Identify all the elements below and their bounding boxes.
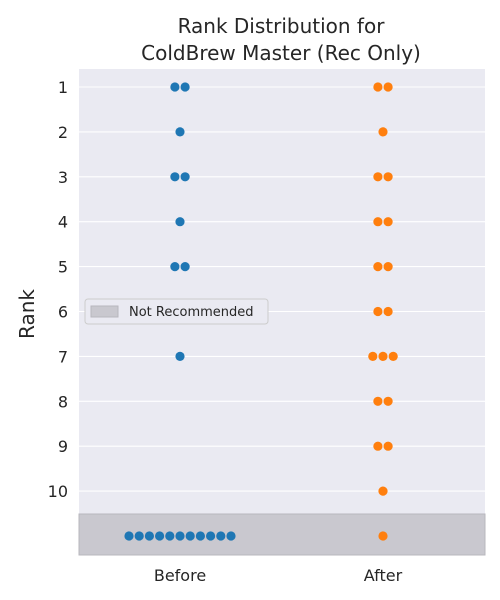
data-point-after bbox=[383, 172, 393, 182]
data-point-after bbox=[383, 306, 393, 317]
data-point-after bbox=[378, 531, 388, 541]
x-tick-label: After bbox=[364, 566, 403, 585]
data-point-after bbox=[383, 396, 393, 406]
data-point-before bbox=[206, 531, 216, 541]
data-point-before bbox=[175, 127, 185, 137]
data-point-after bbox=[373, 82, 383, 92]
data-point-before bbox=[155, 531, 165, 541]
data-point-before bbox=[170, 262, 180, 272]
data-point-after bbox=[373, 306, 383, 317]
data-point-after bbox=[388, 351, 398, 361]
data-point-after bbox=[373, 217, 383, 227]
data-point-after bbox=[368, 351, 378, 361]
data-points bbox=[124, 82, 398, 541]
data-point-before bbox=[226, 531, 236, 541]
legend: Not Recommended bbox=[84, 298, 269, 325]
y-tick-label: 2 bbox=[58, 123, 68, 142]
data-point-before bbox=[134, 531, 144, 541]
data-point-before bbox=[165, 531, 175, 541]
data-point-after bbox=[383, 217, 393, 227]
data-point-after bbox=[378, 486, 388, 496]
data-point-after bbox=[373, 262, 383, 272]
data-point-before bbox=[180, 262, 190, 272]
data-point-before bbox=[180, 172, 190, 182]
data-point-after bbox=[383, 441, 393, 451]
y-tick-label: 3 bbox=[58, 168, 68, 187]
data-point-before bbox=[175, 531, 185, 541]
data-point-after bbox=[373, 396, 383, 406]
data-point-before bbox=[216, 531, 226, 541]
chart-title-line-2: ColdBrew Master (Rec Only) bbox=[141, 41, 421, 65]
data-point-before bbox=[175, 351, 185, 361]
legend-label-not-recommended: Not Recommended bbox=[129, 305, 254, 320]
y-tick-label: 9 bbox=[58, 437, 68, 456]
y-tick-label: 8 bbox=[58, 392, 68, 411]
y-tick-label: 10 bbox=[48, 482, 68, 501]
y-tick-label: 4 bbox=[58, 213, 68, 232]
data-point-before bbox=[170, 172, 180, 182]
data-point-before bbox=[175, 217, 185, 227]
data-point-before bbox=[124, 531, 134, 541]
data-point-before bbox=[180, 82, 190, 92]
data-point-before bbox=[185, 531, 195, 541]
y-axis-label: Rank bbox=[15, 289, 39, 339]
legend-swatch-not-recommended bbox=[90, 305, 119, 318]
data-point-after bbox=[378, 127, 388, 137]
data-point-after bbox=[373, 172, 383, 182]
data-point-after bbox=[373, 441, 383, 451]
data-point-before bbox=[144, 531, 154, 541]
data-point-after bbox=[383, 262, 393, 272]
x-tick-labels: Before After bbox=[154, 566, 403, 585]
data-point-after bbox=[378, 351, 388, 361]
y-tick-labels: 1 2 3 4 5 6 7 8 9 10 bbox=[48, 78, 68, 501]
data-point-before bbox=[170, 82, 180, 92]
x-tick-label: Before bbox=[154, 566, 206, 585]
y-tick-label: 7 bbox=[58, 347, 68, 366]
chart-title-line-1: Rank Distribution for bbox=[178, 14, 386, 38]
y-tick-label: 1 bbox=[58, 78, 68, 97]
y-tick-label: 5 bbox=[58, 258, 68, 277]
data-point-after bbox=[383, 82, 393, 92]
y-tick-label: 6 bbox=[58, 303, 68, 322]
data-point-before bbox=[195, 531, 205, 541]
legend-box bbox=[84, 298, 269, 325]
